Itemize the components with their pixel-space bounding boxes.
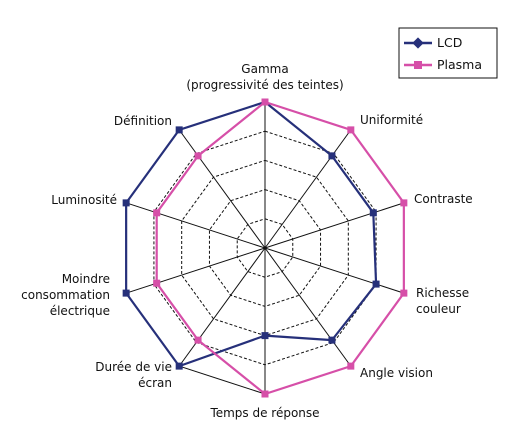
- legend-label-plasma: Plasma: [437, 57, 482, 72]
- axis-label-7: Moindre consommation électrique: [21, 272, 110, 318]
- point-lcd-9: [175, 126, 183, 134]
- axis-label-2: Contraste: [414, 192, 473, 206]
- point-lcd-6: [175, 362, 183, 370]
- legend: LCD Plasma: [398, 27, 498, 79]
- point-plasma-7: [153, 279, 161, 287]
- axis-label-0: Gamma (progressivité des teintes): [186, 62, 343, 92]
- point-lcd-2: [369, 209, 377, 217]
- point-lcd-5: [261, 332, 269, 340]
- legend-label-lcd: LCD: [437, 35, 462, 50]
- axis-label-8: Luminosité: [51, 193, 117, 207]
- point-plasma-0: [261, 98, 269, 106]
- axis-label-4: Angle vision: [360, 366, 433, 380]
- grid-spoke-2: [264, 202, 405, 249]
- radar-series: [122, 98, 408, 398]
- grid-spoke-4: [264, 247, 352, 367]
- axis-label-1: Uniformité: [360, 113, 423, 127]
- legend-marker-plasma: [414, 61, 422, 69]
- legend-marker-lcd: [412, 37, 424, 49]
- grid-spoke-1: [264, 129, 352, 249]
- grid-spoke-8: [125, 202, 266, 249]
- grid-spoke-6: [178, 247, 266, 367]
- point-plasma-8: [153, 209, 161, 217]
- axis-label-5: Temps de réponse: [209, 406, 319, 420]
- point-plasma-6: [194, 336, 202, 344]
- point-lcd-8: [122, 199, 130, 207]
- axis-label-9: Définition: [114, 114, 172, 128]
- legend-box: [398, 27, 498, 79]
- point-plasma-1: [347, 126, 355, 134]
- grid-spoke-9: [178, 129, 266, 249]
- axis-label-3: Richesse couleur: [416, 286, 469, 316]
- series-plasma: [153, 98, 408, 398]
- point-plasma-9: [194, 152, 202, 160]
- point-lcd-4: [328, 336, 336, 344]
- axis-label-6: Durée de vie écran: [95, 360, 172, 390]
- point-lcd-7: [122, 289, 130, 297]
- series-lcd: [122, 98, 380, 370]
- point-plasma-5: [261, 390, 269, 398]
- grid-spoke-3: [264, 247, 405, 294]
- point-lcd-3: [372, 280, 380, 288]
- point-plasma-2: [400, 199, 408, 207]
- axis-labels: Gamma (progressivité des teintes) Uniformi…: [21, 62, 473, 420]
- point-plasma-4: [347, 362, 355, 370]
- point-plasma-3: [400, 289, 408, 297]
- point-lcd-1: [328, 152, 336, 160]
- grid-spoke-7: [125, 247, 266, 294]
- series-line-lcd: [125, 100, 378, 368]
- series-line-plasma: [155, 100, 405, 396]
